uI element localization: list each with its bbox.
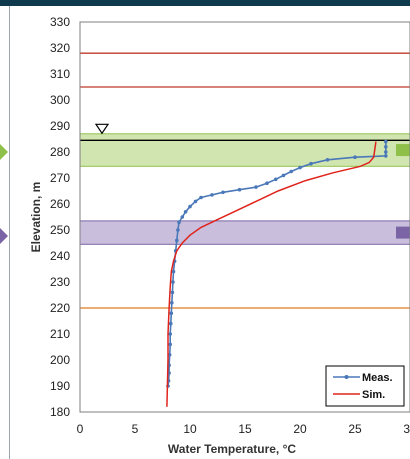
- meas-point: [176, 228, 180, 232]
- meas-point: [175, 238, 179, 243]
- meas-point: [193, 199, 198, 204]
- meas-point: [289, 169, 294, 174]
- meas-point: [353, 155, 357, 159]
- meas-point: [171, 269, 176, 274]
- x-tick-label: 15: [238, 422, 252, 436]
- purple-pointer-icon: [0, 228, 8, 244]
- meas-point: [325, 158, 330, 162]
- meas-point: [169, 311, 174, 316]
- legend-box: [325, 365, 405, 407]
- meas-point: [281, 173, 286, 178]
- y-tick-label: 320: [50, 41, 70, 55]
- y-tick-label: 290: [50, 119, 70, 133]
- x-tick-label: 0: [77, 422, 84, 436]
- y-axis-label: Elevation, m: [29, 182, 43, 253]
- band-marker-0: [396, 144, 410, 157]
- meas-point: [221, 190, 225, 195]
- meas-point: [180, 215, 185, 219]
- meas-point: [170, 301, 174, 305]
- meas-point: [384, 154, 388, 158]
- y-tick-label: 180: [50, 405, 70, 419]
- plot-frame: [79, 21, 410, 413]
- meas-point: [177, 220, 181, 224]
- y-tick-label: 300: [50, 93, 70, 107]
- legend-label-1: Sim.: [362, 389, 385, 401]
- y-tick-label: 260: [50, 197, 70, 211]
- y-tick-label: 200: [50, 353, 70, 367]
- y-tick-label: 280: [50, 145, 70, 159]
- meas-point: [298, 165, 302, 170]
- y-tick-label: 220: [50, 301, 70, 315]
- meas-point: [168, 321, 173, 326]
- meas-point: [237, 187, 242, 192]
- x-axis-label: Water Temperature, °C: [168, 442, 296, 456]
- y-tick-label: 240: [50, 249, 70, 263]
- legend-label-0: Meas.: [362, 372, 393, 384]
- meas-point: [171, 280, 175, 284]
- meas-point: [168, 342, 172, 347]
- band-1: [79, 220, 410, 245]
- x-tick-label: 20: [293, 422, 307, 436]
- y-tick-label: 190: [50, 379, 70, 393]
- x-tick-label: 30: [403, 422, 410, 436]
- y-tick-label: 210: [50, 327, 70, 341]
- meas-point: [210, 193, 214, 197]
- series-line-1: [166, 141, 377, 407]
- left-divider: [9, 6, 10, 459]
- legend: Meas. Sim.: [325, 365, 405, 407]
- meas-point: [309, 161, 313, 166]
- meas-point: [199, 195, 203, 200]
- meas-point: [384, 145, 388, 149]
- y-tick-label: 330: [50, 15, 70, 29]
- meas-point: [170, 290, 175, 295]
- y-tick-label: 270: [50, 171, 70, 185]
- green-pointer-icon: [0, 144, 8, 160]
- meas-point: [274, 177, 278, 182]
- meas-point: [254, 185, 258, 189]
- meas-point: [168, 332, 172, 336]
- y-tick-label: 310: [50, 67, 70, 81]
- meas-point: [183, 210, 188, 214]
- meas-point: [265, 181, 269, 185]
- meas-point: [384, 150, 388, 154]
- x-tick-label: 25: [348, 422, 362, 436]
- x-tick-label: 10: [183, 422, 197, 436]
- water-surface-icon: [94, 123, 110, 135]
- legend-marker: [344, 375, 349, 379]
- x-tick-label: 5: [132, 422, 139, 436]
- band-marker-1: [396, 226, 410, 239]
- meas-point: [188, 204, 192, 209]
- header-bar: [0, 0, 410, 6]
- band-0: [79, 133, 410, 167]
- y-tick-label: 250: [50, 223, 70, 237]
- y-tick-label: 230: [50, 275, 70, 289]
- meas-point: [384, 139, 388, 144]
